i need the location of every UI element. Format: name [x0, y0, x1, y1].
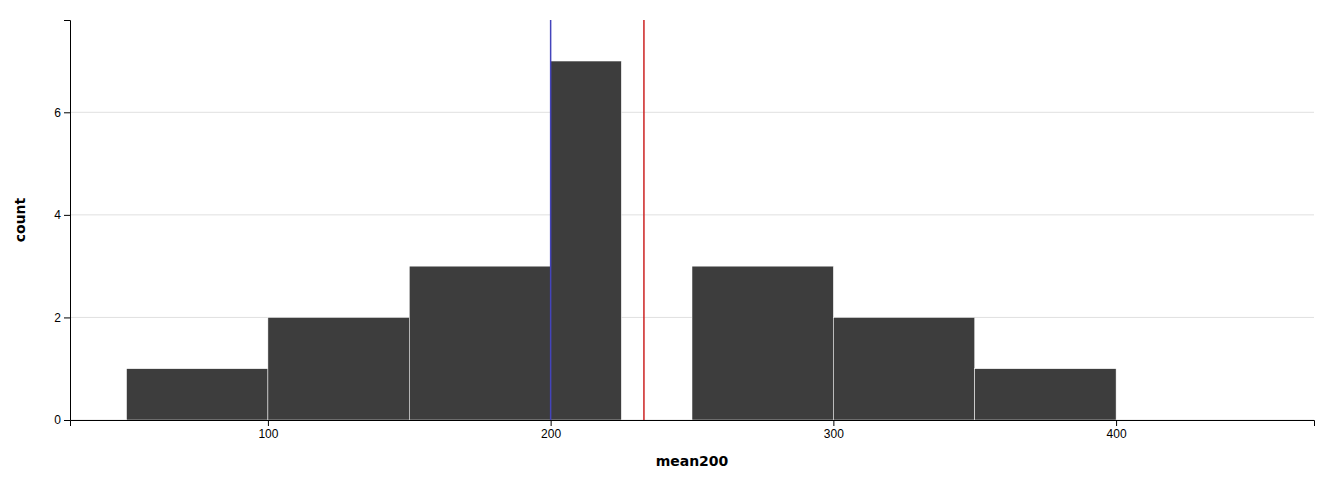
grid	[70, 112, 1314, 420]
x-axis: 100 200 300 400	[71, 420, 1315, 441]
plot: 100 200 300 400 0 2 4 6	[54, 20, 1314, 441]
axis-line	[64, 21, 71, 421]
tick: 300	[824, 420, 844, 441]
tick-label: 300	[824, 427, 844, 441]
tick-label: 0	[54, 413, 61, 427]
x-axis-title: mean200	[656, 453, 729, 469]
tick-mark	[833, 420, 834, 426]
tick-label: 6	[54, 106, 61, 120]
bar	[409, 266, 550, 420]
bar	[551, 61, 622, 420]
bar	[833, 317, 974, 420]
tick-label: 400	[1107, 427, 1127, 441]
tick-label: 2	[54, 311, 61, 325]
tick: 4	[54, 208, 70, 222]
axis-line	[71, 421, 1315, 427]
y-axis: 0 2 4 6	[54, 21, 70, 428]
tick-mark	[64, 112, 70, 113]
tick-label: 4	[54, 208, 61, 222]
tick-mark	[268, 420, 269, 426]
bar	[1116, 420, 1257, 421]
bar	[621, 420, 692, 421]
reference-line	[550, 20, 552, 420]
bar	[127, 369, 268, 420]
marks	[127, 20, 1117, 420]
tick: 100	[258, 420, 278, 441]
tick: 200	[541, 420, 561, 441]
tick-mark	[64, 317, 70, 318]
tick-mark	[551, 420, 552, 426]
tick: 0	[54, 413, 70, 427]
tick-mark	[64, 215, 70, 216]
tick-mark	[1116, 420, 1117, 426]
bar	[975, 369, 1116, 420]
tick-label: 200	[541, 427, 561, 441]
chart: 100 200 300 400 0 2 4 6 mean200 count	[0, 0, 1344, 480]
tick-mark	[64, 420, 70, 421]
y-axis-title: count	[12, 197, 28, 242]
bar	[268, 317, 409, 420]
tick: 400	[1107, 420, 1127, 441]
bar	[692, 266, 833, 420]
tick: 6	[54, 106, 70, 120]
tick: 2	[54, 311, 70, 325]
grid-line	[70, 214, 1314, 215]
grid-line	[70, 112, 1314, 113]
reference-line	[643, 20, 645, 420]
tick-label: 100	[258, 427, 278, 441]
